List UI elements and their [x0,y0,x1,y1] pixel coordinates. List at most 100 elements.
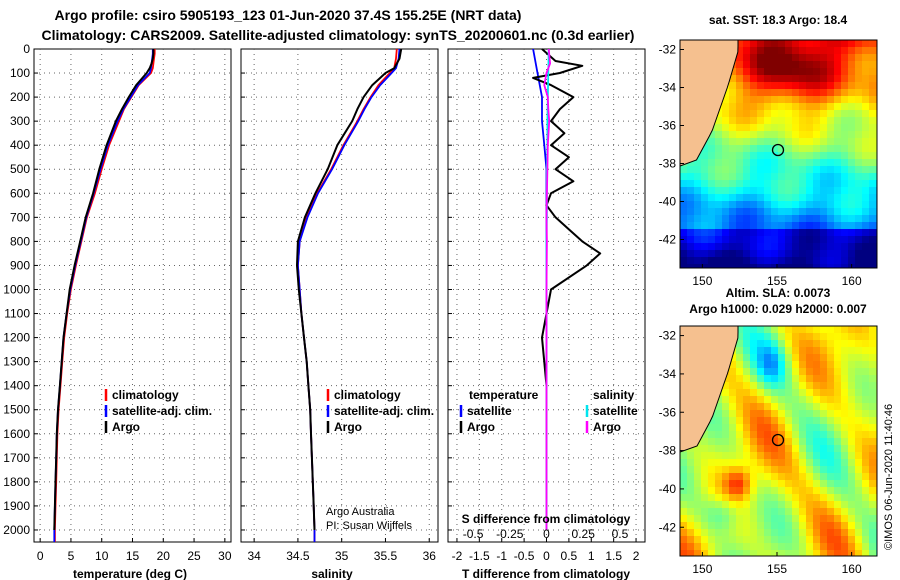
map-cell [771,452,779,460]
map-cell [813,466,821,474]
map-cell [757,452,765,460]
map-cell [764,61,772,69]
map-cell [813,264,821,268]
map-cell [736,68,744,76]
map-cell [771,138,779,146]
map-cell [743,501,751,509]
map-cell [806,61,814,69]
map-cell [715,452,723,460]
map-cell [708,180,716,188]
map-cell [729,138,737,146]
map-cell [729,480,737,488]
map-cell [722,264,730,268]
temperature-x-tick-label: 30 [218,549,232,563]
map-cell [722,543,730,551]
map-cell [778,40,786,48]
map-cell [855,417,863,425]
map-cell [799,124,807,132]
map-cell [764,515,772,523]
map-cell [708,166,716,174]
map-cell [736,180,744,188]
map-cell [729,550,737,556]
map-cell [813,389,821,397]
map-cell [680,201,688,209]
map-cell [841,389,849,397]
map-cell [736,501,744,509]
map-cell [792,236,800,244]
map-cell [827,452,835,460]
map-cell [841,396,849,404]
map-cell [757,354,765,362]
map-cell [862,382,870,390]
map-cell [708,494,716,502]
map-cell [715,515,723,523]
map-cell [862,452,870,460]
map-cell [820,403,828,411]
map-cell [722,236,730,244]
map-cell [743,340,751,348]
map-cell [834,264,842,268]
map-cell [750,145,758,153]
map-cell [694,515,702,523]
map-cell [729,180,737,188]
map-cell [729,208,737,216]
map-cell [715,417,723,425]
map-cell [736,417,744,425]
map-cell [750,40,758,48]
map-cell [708,487,716,495]
map-cell [827,145,835,153]
map-cell [813,243,821,251]
map-cell [813,236,821,244]
map-cell [813,117,821,125]
map-cell [827,522,835,530]
series-line-temperature-satellite [532,48,548,530]
map-cell [813,368,821,376]
map-cell [799,222,807,230]
map-cell [750,180,758,188]
map-cell [701,173,709,181]
map-cell [701,473,709,481]
map-cell [757,243,765,251]
map-cell [799,180,807,188]
map-cell [743,333,751,341]
map-cell [855,47,863,55]
map-cell [820,480,828,488]
map-cell [771,487,779,495]
map-cell [680,215,688,223]
map-cell [785,250,793,258]
map-cell [778,375,786,383]
map-cell [771,480,779,488]
map-cell [743,194,751,202]
map-cell [841,117,849,125]
map-cell [841,229,849,237]
map-cell [743,110,751,118]
depth-tick-label: 1200 [3,331,30,345]
map-cell [820,375,828,383]
map-cell [785,117,793,125]
map-cell [771,257,779,265]
map-cell [750,159,758,167]
map-cell [848,145,856,153]
map-cell [736,264,744,268]
legend-label-climatology: climatology [334,388,401,402]
map-cell [813,459,821,467]
map-cell [715,250,723,258]
map-cell [757,445,765,453]
map-cell [757,117,765,125]
map-cell [743,543,751,551]
map-cell [729,354,737,362]
map-cell [729,368,737,376]
map-cell [855,145,863,153]
map-cell [750,201,758,209]
legend-title-salinity: salinity [593,388,635,402]
map-cell [771,361,779,369]
map-cell [764,236,772,244]
map-cell [750,47,758,55]
map-cell [834,550,842,556]
map-cell [736,215,744,223]
map-cell [855,515,863,523]
map-cell [715,229,723,237]
map-cell [827,375,835,383]
map-cell [778,382,786,390]
